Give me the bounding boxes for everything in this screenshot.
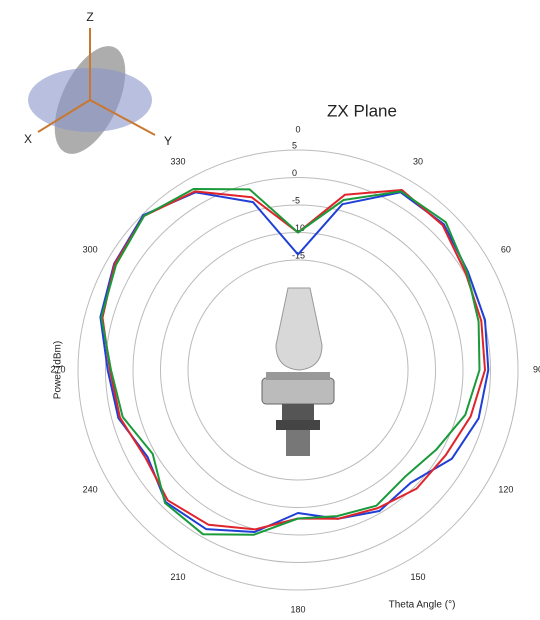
series-line bbox=[100, 188, 481, 536]
radial-axis-label: Power (dBm) bbox=[53, 341, 64, 399]
axis-letter: Z bbox=[86, 10, 93, 24]
axis-letter: Y bbox=[164, 134, 172, 148]
theta-tick-label: 300 bbox=[83, 244, 98, 254]
r-tick-label: 5 bbox=[292, 140, 297, 150]
angle-axis-label: Theta Angle (°) bbox=[389, 600, 456, 611]
theta-tick-label: 0 bbox=[295, 124, 300, 134]
theta-tick-label: 210 bbox=[170, 572, 185, 582]
axis-letter: X bbox=[24, 132, 32, 146]
grid-ring bbox=[77, 149, 519, 591]
theta-tick-label: 150 bbox=[410, 572, 425, 582]
grid-ring bbox=[187, 259, 409, 481]
plot-area bbox=[99, 188, 490, 536]
theta-tick-label: 240 bbox=[83, 484, 98, 494]
grid-ring bbox=[105, 177, 491, 563]
theta-tick-label: 330 bbox=[170, 157, 185, 167]
theta-tick-label: 30 bbox=[413, 157, 423, 167]
orientation-icon: Z X Y bbox=[24, 10, 172, 154]
theta-tick-label: 60 bbox=[501, 244, 511, 254]
r-tick-label: -15 bbox=[292, 250, 305, 260]
r-tick-label: -5 bbox=[292, 195, 300, 205]
theta-tick-label: 90 bbox=[533, 364, 540, 374]
r-tick-label: -10 bbox=[292, 223, 305, 233]
chart-title: ZX Plane bbox=[327, 101, 397, 120]
theta-tick-label: 120 bbox=[498, 484, 513, 494]
antenna bbox=[261, 287, 335, 456]
theta-tick-label: 270 bbox=[50, 364, 65, 374]
grid: 5 0 -5 -10 -15 0 30 60 90 120 150 180 210 240 270 300 33… bbox=[50, 124, 540, 614]
grid-ring bbox=[132, 204, 464, 536]
r-tick-label: 0 bbox=[292, 168, 297, 178]
theta-tick-label: 180 bbox=[290, 604, 305, 614]
